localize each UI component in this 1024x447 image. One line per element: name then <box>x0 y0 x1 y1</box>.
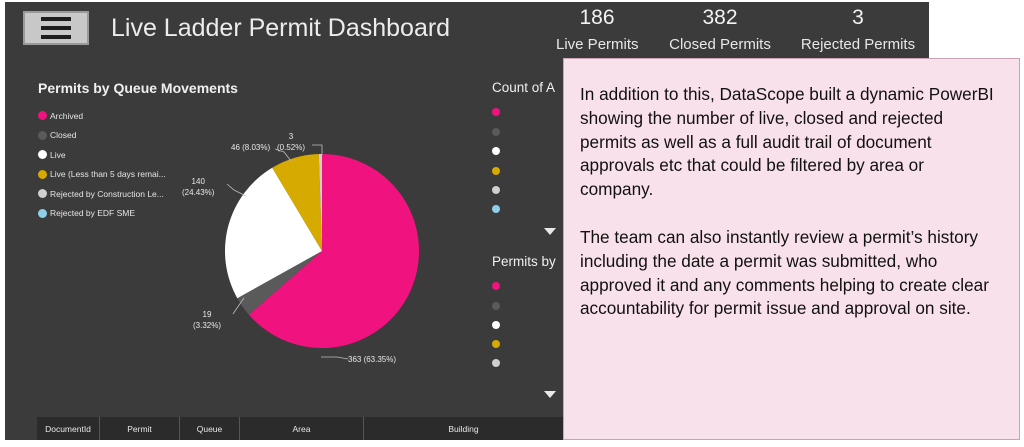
count-legend-dot-icon[interactable] <box>492 147 500 155</box>
kpi-rejected-permits[interactable]: 3 Rejected Permits <box>793 6 923 53</box>
count-legend-dot-icon[interactable] <box>492 167 500 175</box>
pie-slice-archived[interactable] <box>248 154 420 349</box>
info-callout: In addition to this, DataScope built a d… <box>563 58 1020 440</box>
kpi-label: Live Permits <box>556 36 639 53</box>
permits-legend-dot-icon[interactable] <box>492 282 500 290</box>
slice-label-archived: 363 (63.35%) <box>348 355 397 364</box>
info-paragraph: In addition to this, DataScope built a d… <box>580 84 994 200</box>
leader-line-live-less-5-days <box>274 148 292 162</box>
legend-label: Rejected by Construction Le... <box>50 188 164 199</box>
pie-slice-rejected-construction[interactable] <box>318 153 322 251</box>
legend-dot-icon <box>38 208 47 218</box>
legend-label: Live (Less than 5 days remai... <box>50 169 166 180</box>
slice-label-live-less-5-days: 46 (8.03%) <box>231 143 271 152</box>
triangle-down-icon[interactable] <box>544 228 556 235</box>
legend-item-rejected-edf-sme[interactable]: Rejected by EDF SME <box>38 204 166 224</box>
queue-pie-chart <box>224 144 420 360</box>
legend-dot-icon <box>38 189 47 199</box>
legend-item-closed[interactable]: Closed <box>38 126 166 146</box>
legend-item-live-less-5-days[interactable]: Live (Less than 5 days remai... <box>38 165 166 185</box>
legend-label: Archived <box>50 110 84 121</box>
slice-label-rejected: 3 (0.52%) <box>277 132 306 152</box>
pie-slice-live[interactable] <box>224 167 322 299</box>
leader-line-closed <box>232 297 245 315</box>
permits-legend-dot-icon[interactable] <box>492 302 500 310</box>
column-header-documentid[interactable]: DocumentId <box>37 417 100 440</box>
permits-table-header: DocumentId Permit Queue Area Building <box>37 417 564 440</box>
count-legend-dot-icon[interactable] <box>492 186 500 194</box>
kpi-live-permits[interactable]: 186 Live Permits <box>556 6 639 53</box>
permits-by-chart-title: Permits by <box>492 254 556 269</box>
queue-chart-legend: Archived Closed Live Live (Less than 5 d… <box>38 106 166 223</box>
count-chart-title: Count of A <box>492 80 556 95</box>
dashboard-title: Live Ladder Permit Dashboard <box>111 14 451 42</box>
kpi-label: Closed Permits <box>669 36 771 53</box>
legend-dot-icon <box>38 169 47 179</box>
slice-label-closed: 19 (3.32%) <box>193 310 222 330</box>
count-legend-dot-icon[interactable] <box>492 205 500 213</box>
permits-legend-dot-icon[interactable] <box>492 359 500 367</box>
hamburger-menu-icon[interactable] <box>23 11 89 45</box>
queue-chart-title: Permits by Queue Movements <box>38 80 238 96</box>
permits-legend-dot-icon[interactable] <box>492 340 500 348</box>
info-paragraph: The team can also instantly review a per… <box>580 226 989 319</box>
kpi-closed-permits[interactable]: 382 Closed Permits <box>661 6 779 53</box>
legend-label: Live <box>50 149 66 160</box>
leader-line-archived <box>321 356 349 360</box>
legend-label: Rejected by EDF SME <box>50 208 136 219</box>
count-legend-dot-icon[interactable] <box>492 128 500 136</box>
kpi-value: 186 <box>579 6 615 29</box>
kpi-label: Rejected Permits <box>800 36 916 53</box>
legend-item-live[interactable]: Live <box>38 145 166 165</box>
count-legend-dot-icon[interactable] <box>492 108 500 116</box>
kpi-value: 382 <box>702 6 738 29</box>
column-header-queue[interactable]: Queue <box>180 417 240 440</box>
slice-label-live: 140 (24.43%) <box>182 177 215 197</box>
leader-line-live <box>226 183 247 197</box>
legend-item-rejected-construction[interactable]: Rejected by Construction Le... <box>38 184 166 204</box>
legend-dot-icon <box>38 150 47 160</box>
legend-dot-icon <box>38 111 47 121</box>
triangle-down-icon[interactable] <box>544 391 556 398</box>
column-header-permit[interactable]: Permit <box>100 417 180 440</box>
column-header-area[interactable]: Area <box>240 417 364 440</box>
column-header-building[interactable]: Building <box>364 417 564 440</box>
legend-label: Closed <box>50 130 77 141</box>
legend-item-archived[interactable]: Archived <box>38 106 166 126</box>
permits-legend-dot-icon[interactable] <box>492 321 500 329</box>
legend-dot-icon <box>38 130 47 140</box>
pie-slice-live-less-5-days[interactable] <box>272 154 322 251</box>
leader-line-rejected <box>312 144 323 155</box>
pie-slice-closed[interactable] <box>237 251 322 315</box>
kpi-value: 3 <box>852 6 864 29</box>
